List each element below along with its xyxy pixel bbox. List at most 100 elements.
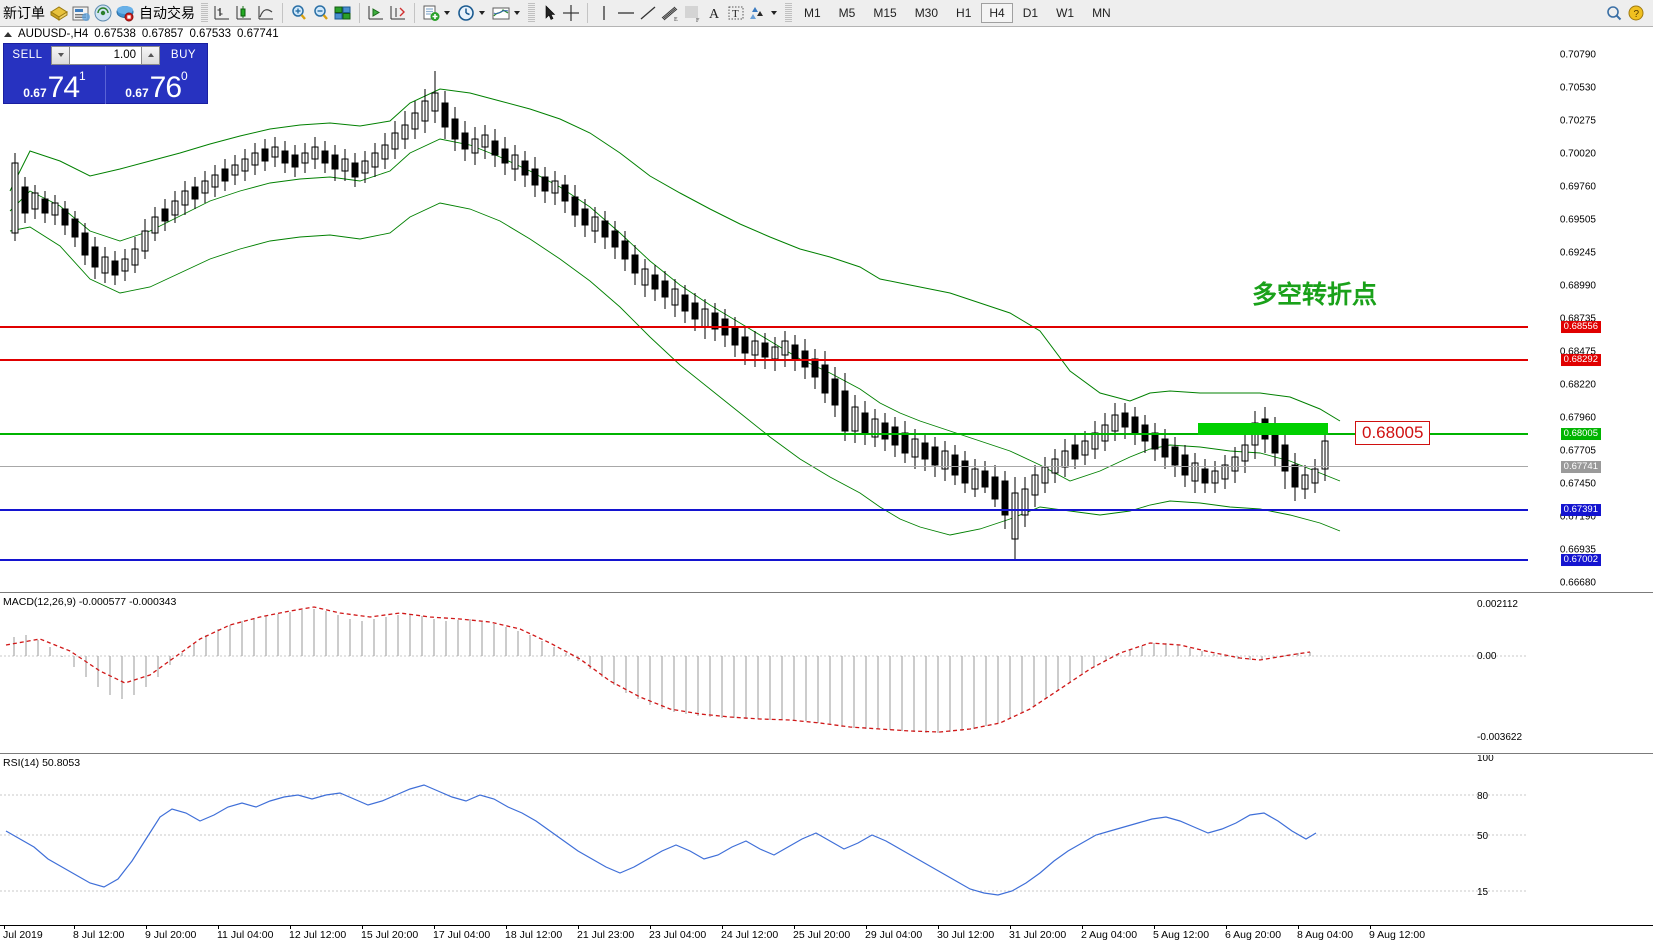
price-tick: 0.67450 bbox=[1559, 478, 1596, 490]
timeframe-d1[interactable]: D1 bbox=[1022, 6, 1039, 20]
price-tag-resistance-1[interactable]: 0.68556 bbox=[1560, 321, 1601, 333]
highlight-block[interactable] bbox=[1198, 423, 1328, 435]
zoom-out-icon[interactable] bbox=[310, 3, 332, 23]
buy-price-prefix: 0.67 bbox=[125, 86, 149, 100]
price-tag-resistance-2[interactable]: 0.68292 bbox=[1560, 354, 1601, 366]
price-axis[interactable]: 0.70790 0.70530 0.70275 0.70020 0.69760 … bbox=[1528, 41, 1653, 925]
timeframe-h4[interactable]: H4 bbox=[981, 3, 1013, 23]
chevron-down-icon[interactable] bbox=[479, 11, 485, 15]
timeframe-m1[interactable]: M1 bbox=[804, 6, 821, 20]
time-axis-line bbox=[0, 925, 1653, 926]
price-tick: 0.69505 bbox=[1559, 214, 1596, 226]
shift-chart-icon[interactable] bbox=[365, 3, 387, 23]
tile-windows-icon[interactable] bbox=[332, 3, 354, 23]
resistance-line-2[interactable] bbox=[0, 359, 1528, 361]
chevron-down-icon[interactable] bbox=[771, 11, 777, 15]
last-price-line bbox=[0, 466, 1528, 467]
chart-area[interactable]: 多空转折点 0.68005 0.70790 0.70530 0.70275 0.… bbox=[0, 41, 1653, 925]
svg-text:F: F bbox=[696, 18, 700, 23]
buy-price-sup: 0 bbox=[181, 69, 188, 83]
svg-text:50: 50 bbox=[1477, 831, 1489, 842]
macd-label: MACD(12,26,9) -0.000577 -0.000343 bbox=[3, 596, 177, 608]
price-pane-canvas bbox=[9, 71, 1341, 559]
macd-pane-canvas: 0.002112 0.00 -0.003622 bbox=[0, 599, 1528, 743]
line-chart-icon[interactable] bbox=[255, 3, 277, 23]
auto-trading-button[interactable]: 自动交易 bbox=[139, 5, 195, 21]
volume-stepper[interactable]: 1.00 bbox=[51, 44, 160, 66]
price-tag-last: 0.67741 bbox=[1560, 461, 1601, 473]
candlestick-chart-icon[interactable] bbox=[233, 3, 255, 23]
new-order-button[interactable]: 新订单 bbox=[3, 5, 45, 21]
signals-icon[interactable] bbox=[92, 3, 114, 23]
pivot-line[interactable] bbox=[0, 433, 1528, 435]
period-icon[interactable] bbox=[455, 3, 477, 23]
svg-text:0.002112: 0.002112 bbox=[1477, 599, 1518, 610]
time-label: 23 Jul 04:00 bbox=[649, 929, 707, 941]
toolbar-separator bbox=[587, 3, 588, 23]
price-tick: 0.68475 bbox=[1559, 346, 1596, 358]
chart-annotation-text[interactable]: 多空转折点 bbox=[1252, 280, 1378, 309]
vertical-line-icon[interactable] bbox=[593, 3, 615, 23]
price-tick: 0.70020 bbox=[1559, 148, 1596, 160]
price-tick: 0.68735 bbox=[1559, 313, 1596, 325]
buy-button-label[interactable]: BUY bbox=[170, 49, 197, 61]
volume-decrease-button[interactable] bbox=[51, 45, 70, 65]
bar-chart-icon[interactable] bbox=[211, 3, 233, 23]
price-tag-support-1[interactable]: 0.67391 bbox=[1560, 504, 1601, 516]
time-label: 11 Jul 04:00 bbox=[217, 929, 274, 941]
news-icon[interactable] bbox=[70, 3, 92, 23]
crosshair-icon[interactable] bbox=[560, 3, 582, 23]
sell-price-prefix: 0.67 bbox=[23, 86, 47, 100]
timeframe-w1[interactable]: W1 bbox=[1056, 6, 1075, 20]
cursor-icon[interactable] bbox=[538, 3, 560, 23]
shapes-icon[interactable] bbox=[747, 3, 769, 23]
buy-price-big: 76 bbox=[149, 70, 182, 104]
sell-price-button[interactable]: 0.67 74 1 bbox=[4, 66, 105, 104]
price-callout-box[interactable]: 0.68005 bbox=[1355, 421, 1431, 445]
fibonacci-retracement-icon[interactable]: F bbox=[681, 3, 703, 23]
price-tag-support-2[interactable]: 0.67002 bbox=[1560, 554, 1601, 566]
timeframe-mn[interactable]: MN bbox=[1092, 6, 1111, 20]
chevron-down-icon[interactable] bbox=[514, 11, 520, 15]
chart-maximize-icon[interactable] bbox=[4, 31, 12, 37]
timeframe-m5[interactable]: M5 bbox=[838, 6, 856, 20]
help-icon[interactable]: ? bbox=[1625, 3, 1647, 23]
zoom-in-icon[interactable] bbox=[288, 3, 310, 23]
sell-price-sup: 1 bbox=[79, 69, 86, 83]
new-order-icon[interactable] bbox=[48, 3, 70, 23]
auto-trading-icon[interactable] bbox=[114, 3, 136, 23]
one-click-trading-panel[interactable]: SELL 1.00 BUY 0.67 74 1 0.67 76 0 bbox=[3, 43, 208, 104]
search-icon[interactable] bbox=[1603, 3, 1625, 23]
time-axis[interactable]: Jul 2019 8 Jul 12:00 9 Jul 20:00 11 Jul … bbox=[0, 925, 1653, 949]
price-tick: 0.70790 bbox=[1559, 49, 1596, 61]
auto-scroll-icon[interactable] bbox=[387, 3, 409, 23]
horizontal-line-icon[interactable] bbox=[615, 3, 637, 23]
text-object-icon[interactable]: T bbox=[725, 3, 747, 23]
timeframe-m15[interactable]: M15 bbox=[873, 6, 897, 20]
chevron-down-icon[interactable] bbox=[444, 11, 450, 15]
trendline-icon[interactable] bbox=[637, 3, 659, 23]
timeframe-h1[interactable]: H1 bbox=[956, 6, 972, 20]
time-label: 9 Jul 20:00 bbox=[145, 929, 197, 941]
time-label: 2 Aug 04:00 bbox=[1081, 929, 1138, 941]
sell-button-label[interactable]: SELL bbox=[12, 49, 43, 61]
rsi-label: RSI(14) 50.8053 bbox=[3, 757, 81, 769]
price-tag-pivot[interactable]: 0.68005 bbox=[1560, 428, 1601, 440]
symbol-close: 0.67741 bbox=[237, 28, 279, 40]
buy-price-button[interactable]: 0.67 76 0 bbox=[105, 66, 207, 104]
text-label-icon[interactable]: A bbox=[703, 3, 725, 23]
toolbar-separator bbox=[282, 3, 283, 23]
volume-increase-button[interactable] bbox=[141, 45, 160, 65]
timeframe-m30[interactable]: M30 bbox=[914, 6, 939, 20]
svg-text:0.00: 0.00 bbox=[1477, 651, 1497, 662]
support-line-1[interactable] bbox=[0, 509, 1528, 511]
volume-input[interactable]: 1.00 bbox=[70, 45, 141, 65]
resistance-line-1[interactable] bbox=[0, 326, 1528, 328]
indicators-icon[interactable] bbox=[490, 3, 512, 23]
time-label: 18 Jul 12:00 bbox=[505, 929, 563, 941]
support-line-2[interactable] bbox=[0, 559, 1528, 561]
new-template-icon[interactable] bbox=[420, 3, 442, 23]
time-label: 31 Jul 20:00 bbox=[1009, 929, 1067, 941]
equidistant-channel-icon[interactable]: E bbox=[659, 3, 681, 23]
price-tick: 0.66680 bbox=[1559, 577, 1596, 589]
